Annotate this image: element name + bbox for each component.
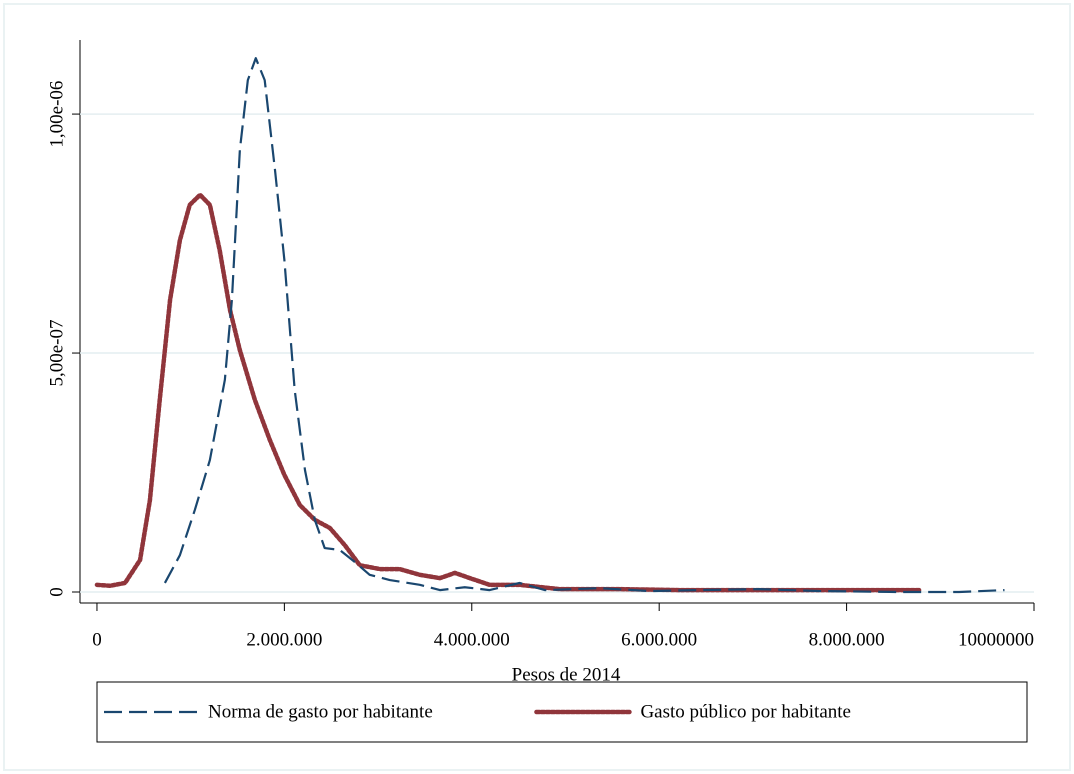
y-tick-label: 1,00e-06 — [46, 81, 67, 148]
legend-label: Norma de gasto por habitante — [208, 701, 433, 722]
y-tick-label: 5,00e-07 — [46, 320, 67, 387]
x-tick-label: 10000000 — [958, 629, 1034, 650]
y-tick-label: 0 — [46, 587, 67, 597]
x-axis-title: Pesos de 2014 — [512, 664, 621, 685]
x-tick-label: 0 — [92, 629, 102, 650]
data-line — [163, 57, 1005, 594]
x-tick-label: 2.000.000 — [246, 629, 322, 650]
frame — [3, 3, 1071, 771]
x-tick-label: 8.000.000 — [809, 629, 885, 650]
legend-label: Gasto público por habitante — [640, 701, 851, 722]
x-tick-label: 4.000.000 — [434, 629, 510, 650]
x-tick-label: 6.000.000 — [621, 629, 697, 650]
